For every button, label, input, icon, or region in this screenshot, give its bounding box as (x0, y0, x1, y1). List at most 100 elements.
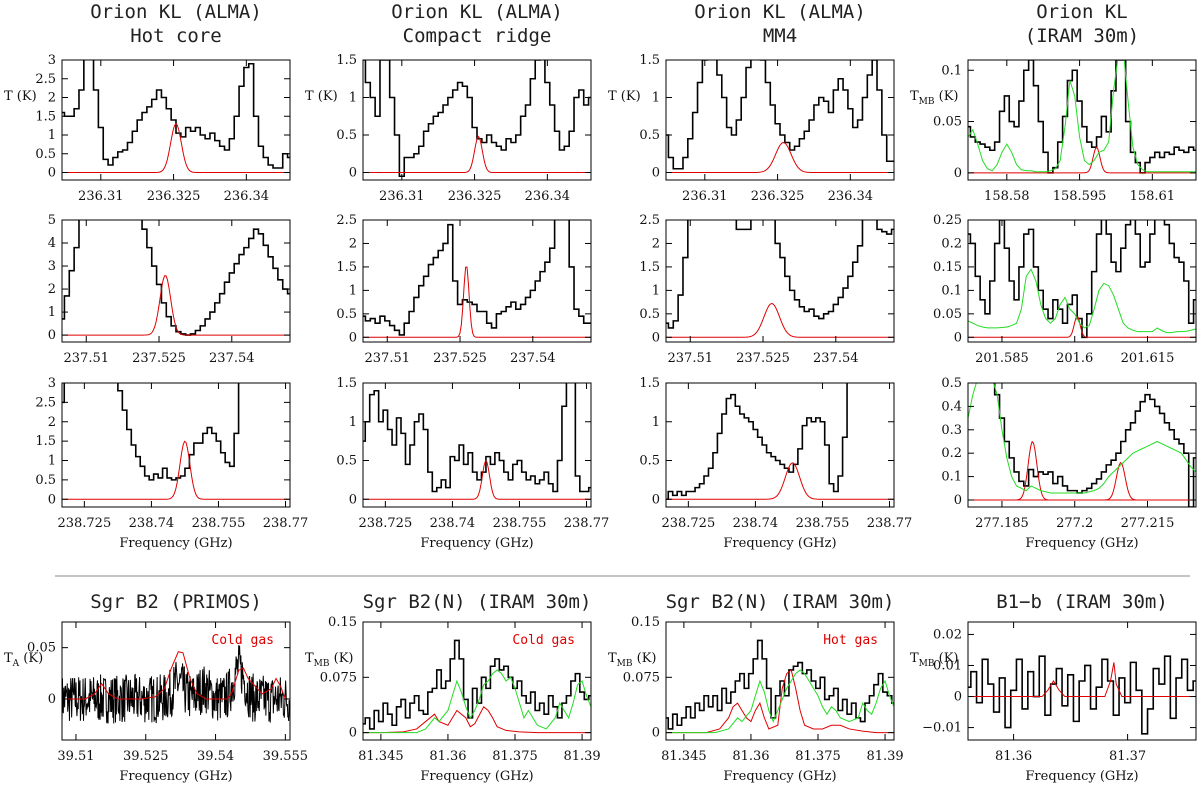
hotcore-r3-series-observed (62, 383, 240, 481)
iram-r3-xtick-label: 277.2 (1056, 516, 1093, 531)
ridge-r3-xtick-label: 238.77 (564, 516, 610, 531)
iram-r3-xtick-label: 277.215 (1121, 516, 1175, 531)
iram-r1-ytick-label: 0 (954, 166, 962, 181)
mm4-r1-ytick-label: 1 (652, 91, 660, 106)
sgrb2n-cold-series-model_alt (363, 669, 591, 734)
column-subtitle-2: Compact ridge (403, 25, 552, 47)
hotcore-r2-ytick-label: 1 (48, 305, 56, 320)
iram-r3-ytick-label: 0.3 (941, 423, 962, 438)
hotcore-r1-ytick-label: 3 (48, 53, 56, 68)
iram-r2-series-model_alt (968, 268, 1196, 334)
sgrb2n-cold-xlabel: Frequency (GHz) (420, 769, 533, 784)
sgrb2n-hot-series-observed (666, 639, 894, 730)
hotcore-r3-xtick-label: 238.725 (57, 516, 111, 531)
sgrb2n-hot-frame (665, 621, 895, 741)
panel-iram-r1: 0 0.05 0.1 158.58 158.595 158.61 (933, 59, 1197, 204)
iram-r1-frame (967, 59, 1197, 181)
b1b-ytick-label: −0.01 (922, 721, 962, 736)
iram-r3-xtick-label: 277.185 (975, 516, 1029, 531)
ridge-r2-frame (362, 219, 592, 343)
column-title-3: Orion KL (ALMA) (694, 1, 866, 23)
hotcore-r3-series-model (62, 440, 290, 500)
iram-r1-xtick-label: 158.595 (1053, 189, 1107, 204)
ridge-r1-xtick-label: 236.31 (379, 189, 425, 204)
iram-r1-ylabel: TMB (K) (910, 89, 959, 107)
primos-xlabel: Frequency (GHz) (119, 769, 232, 784)
hotcore-r1-ytick-label: 1 (48, 128, 56, 143)
sgrb2n-cold-ytick-label: 0.15 (328, 615, 357, 630)
bottom-title-4: B1−b (IRAM 30m) (996, 591, 1168, 613)
ridge-r2-series-observed (363, 220, 591, 336)
hotcore-r3-ytick-label: 0.5 (35, 473, 56, 488)
ridge-r2-ytick-label: 2.5 (336, 213, 357, 228)
panel-ridge-r1: 0 0.5 1 1.5 236.31 236.325 236.34 (336, 53, 592, 204)
iram-r3-ytick-label: 0.1 (941, 470, 962, 485)
hotcore-r2-ytick-label: 3 (48, 259, 56, 274)
mm4-r3-frame (665, 382, 895, 508)
mm4-r1-ylabel: T (K) (608, 89, 641, 104)
mm4-r1-ytick-label: 1.5 (639, 53, 660, 68)
mm4-r2-frame (665, 219, 895, 343)
sgrb2n-cold-xtick-label: 81.36 (429, 749, 466, 764)
ridge-r1-ytick-label: 0 (349, 166, 357, 181)
column-subtitle-1: Hot core (130, 25, 222, 47)
ridge-r3-frame (362, 382, 592, 508)
sgrb2n-hot-xtick-label: 81.39 (866, 749, 903, 764)
hotcore-r3-ytick-label: 1.5 (35, 434, 56, 449)
bottom-title-3: Sgr B2(N) (IRAM 30m) (666, 591, 895, 613)
panel-mm4-r2: 0 0.5 1 1.5 2 2.5 237.51 237.525 237.54 (639, 213, 895, 366)
iram-r1-series-observed (968, 60, 1196, 174)
mm4-r1-series-observed (666, 60, 894, 170)
hotcore-r2-xtick-label: 237.51 (64, 351, 110, 366)
sgrb2n-cold-series-model (363, 706, 591, 734)
sgrb2n-hot-xtick-label: 81.36 (732, 749, 769, 764)
ridge-r2-ytick-label: 2 (349, 236, 357, 251)
iram-r1-xtick-label: 158.58 (984, 189, 1030, 204)
ridge-r2-xtick-label: 237.51 (365, 351, 411, 366)
ridge-r3-series-observed (363, 383, 591, 493)
b1b-ylabel: TMB (K) (910, 651, 959, 669)
ridge-r2-ytick-label: 0 (349, 330, 357, 345)
mm4-r2-ytick-label: 0 (652, 330, 660, 345)
sgrb2n-hot-series-model_alt (666, 669, 894, 734)
hotcore-r1-xtick-label: 236.31 (78, 189, 124, 204)
ridge-r2-xtick-label: 237.525 (433, 351, 487, 366)
primos-series-observed (62, 645, 290, 724)
hotcore-r2-series-model (62, 275, 290, 336)
iram-r2-ytick-label: 0.05 (933, 307, 962, 322)
b1b-xtick-label: 81.36 (995, 749, 1032, 764)
iram-r2-xtick-label: 201.6 (1056, 351, 1093, 366)
hotcore-r1-ytick-label: 2.5 (35, 72, 56, 87)
panel-hotcore-r3: 0 0.5 1 1.5 2 2.5 3 238.725 238.74 238.755 238.77 F… (35, 376, 308, 551)
primos-ylabel: TA (K) (4, 651, 43, 669)
ridge-r1-series-model (363, 135, 591, 173)
ridge-r3-ytick-label: 0.5 (336, 454, 357, 469)
mm4-r2-xtick-label: 237.54 (813, 351, 859, 366)
column-title-4: Orion KL (1036, 1, 1128, 23)
iram-r2-series-observed (968, 220, 1196, 339)
hotcore-r2-ytick-label: 5 (48, 213, 56, 228)
sgrb2n-cold-xtick-label: 81.345 (358, 749, 404, 764)
primos-ytick-label: 0.05 (27, 641, 56, 656)
hotcore-r1-series-model (62, 122, 290, 173)
panel-ridge-r2: 0 0.5 1 1.5 2 2.5 237.51 237.525 237.54 (336, 213, 592, 366)
mm4-r1-ytick-label: 0 (652, 166, 660, 181)
iram-r2-xtick-label: 201.585 (975, 351, 1029, 366)
primos-xtick-label: 39.525 (123, 749, 169, 764)
sgrb2n-hot-ytick-label: 0.15 (631, 615, 660, 630)
iram-r2-frame (967, 219, 1197, 343)
hotcore-r1-xtick-label: 236.34 (224, 189, 270, 204)
mm4-r1-ytick-label: 0.5 (639, 128, 660, 143)
ridge-r2-ytick-label: 0.5 (336, 307, 357, 322)
sgrb2n-hot-ytick-label: 0.075 (623, 670, 660, 685)
iram-r1-series-model_alt (968, 60, 1196, 173)
b1b-ytick-label: 0.02 (933, 627, 962, 642)
mm4-r3-ytick-label: 0.5 (639, 454, 660, 469)
hotcore-r1-series-observed (62, 60, 290, 169)
ridge-r3-xlabel: Frequency (GHz) (420, 536, 533, 551)
iram-r1-ytick-label: 0.1 (941, 63, 962, 78)
bottom-title-1: Sgr B2 (PRIMOS) (90, 591, 262, 613)
panel-iram-r3: 0 0.1 0.2 0.3 0.4 0.5 277.185 277.2 277.215 Frequ… (941, 376, 1197, 551)
hotcore-r3-ytick-label: 2 (48, 415, 56, 430)
hotcore-r1-ytick-label: 0.5 (35, 147, 56, 162)
